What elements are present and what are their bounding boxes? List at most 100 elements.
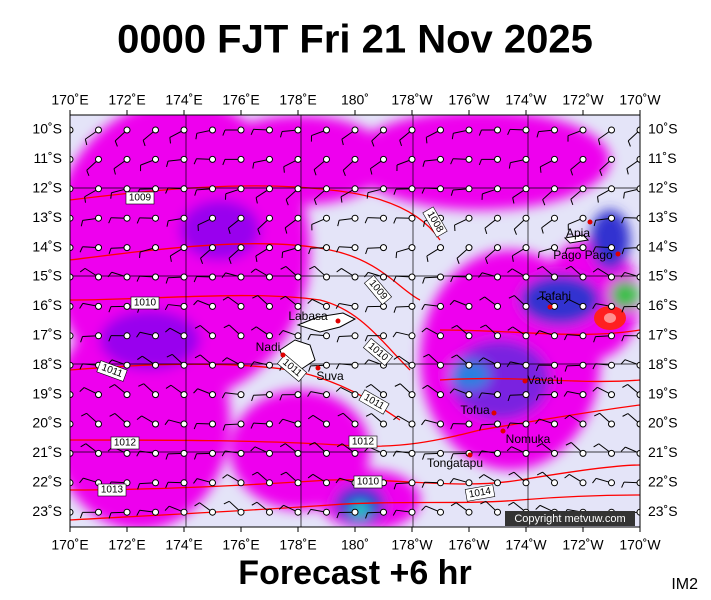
- station: [522, 302, 530, 310]
- barb-flag: [222, 129, 226, 136]
- barb-flag: [478, 272, 483, 278]
- station: [70, 449, 74, 457]
- station: [209, 449, 216, 457]
- isobar-label-text: 1010: [357, 477, 380, 488]
- barb-flag: [478, 129, 482, 136]
- station: [323, 361, 330, 369]
- isobar-label-text: 1012: [352, 437, 375, 448]
- station: [237, 449, 245, 457]
- lon-label-top: 174˚E: [165, 92, 202, 108]
- station: [323, 332, 330, 340]
- station: [522, 273, 530, 281]
- barb-flag: [222, 159, 226, 166]
- barb-flag: [539, 166, 542, 173]
- barb-flag: [79, 303, 84, 309]
- station: [608, 361, 615, 369]
- barb-flag: [451, 133, 454, 140]
- barb-flag: [86, 170, 90, 177]
- station: [152, 126, 159, 134]
- barb-flag: [280, 266, 287, 270]
- place-name: Tongatapu: [427, 456, 483, 470]
- barb-flag: [450, 189, 454, 196]
- place-dot: [491, 410, 497, 416]
- isobar-label-box: [348, 435, 378, 449]
- barb-flag: [538, 251, 540, 258]
- station: [579, 479, 587, 487]
- station: [465, 508, 473, 516]
- station: [180, 479, 188, 487]
- station: [494, 508, 501, 516]
- barb-flag: [136, 332, 141, 338]
- forecast-label: Forecast +6 hr: [238, 554, 471, 592]
- barb-flag: [592, 478, 597, 484]
- station: [70, 214, 74, 222]
- station: [608, 155, 615, 163]
- station: [152, 508, 159, 516]
- barb-flag: [108, 217, 112, 224]
- station: [70, 420, 74, 428]
- station: [95, 420, 102, 428]
- station: [237, 391, 245, 399]
- station: [636, 391, 640, 399]
- station: [408, 361, 416, 369]
- station: [95, 273, 102, 281]
- station: [294, 214, 302, 222]
- station: [237, 155, 245, 163]
- barb-flag: [450, 502, 457, 507]
- station: [579, 391, 587, 399]
- barb-flag: [621, 306, 625, 313]
- station: [266, 244, 273, 252]
- station: [123, 214, 131, 222]
- barb-flag: [563, 299, 569, 304]
- barb-flag: [480, 324, 486, 329]
- station: [608, 420, 615, 428]
- barb-flag: [449, 300, 455, 306]
- station: [266, 302, 273, 310]
- barb-flag: [136, 415, 142, 421]
- station: [123, 155, 131, 163]
- barb-flag: [284, 227, 288, 234]
- station: [636, 155, 640, 163]
- station: [608, 302, 615, 310]
- barb-flag: [84, 139, 88, 146]
- barb-flag: [423, 353, 429, 358]
- barb-flag: [421, 505, 427, 511]
- station: [551, 479, 558, 487]
- lat-label-left: 15˚S: [32, 268, 62, 284]
- station: [608, 185, 615, 193]
- station: [294, 126, 302, 134]
- lon-label-bottom: 172˚W: [562, 537, 604, 553]
- barb-flag: [421, 327, 427, 333]
- barb-flag: [507, 268, 513, 273]
- station: [494, 244, 501, 252]
- barb-flag: [536, 471, 543, 476]
- lat-label-right: 18˚S: [648, 356, 678, 372]
- station: [266, 391, 273, 399]
- station: [95, 332, 102, 340]
- station: [70, 479, 74, 487]
- barb-flag: [136, 510, 141, 516]
- station: [465, 479, 473, 487]
- lon-label-top: 170˚E: [51, 92, 88, 108]
- barb-flag: [536, 295, 543, 300]
- station: [522, 361, 530, 369]
- station: [209, 420, 216, 428]
- station: [380, 126, 387, 134]
- station: [152, 155, 159, 163]
- lat-label-left: 16˚S: [32, 297, 62, 313]
- barb-flag: [369, 168, 373, 175]
- barb-flag: [592, 303, 597, 310]
- barb-flag: [564, 474, 570, 479]
- barb-flag: [79, 267, 86, 273]
- barb-flag: [593, 336, 596, 343]
- isobar-label: 1014: [464, 484, 496, 502]
- station: [408, 391, 416, 399]
- station: [437, 244, 444, 252]
- lat-label-right: 13˚S: [648, 209, 678, 225]
- barb-flag: [421, 187, 425, 194]
- barb-flag: [365, 248, 368, 255]
- lon-label-bottom: 176˚E: [222, 537, 259, 553]
- barb-flag: [309, 265, 315, 270]
